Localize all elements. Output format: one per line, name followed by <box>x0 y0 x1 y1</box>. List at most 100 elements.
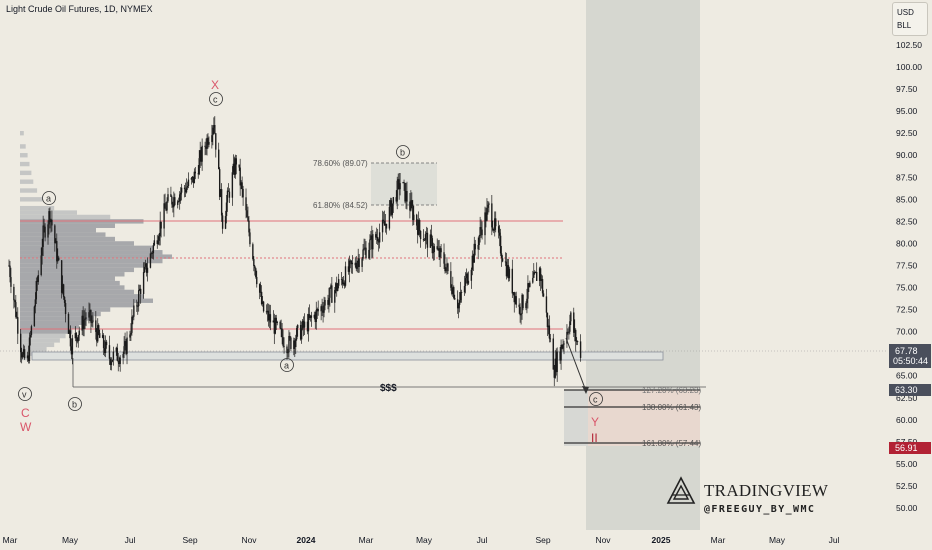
price-tick-label: 60.00 <box>896 415 918 425</box>
candle-body <box>576 341 579 343</box>
candle-body <box>102 335 105 349</box>
candle-body <box>451 287 453 294</box>
candle-body <box>413 214 415 221</box>
price-tick-label: 100.00 <box>896 62 922 72</box>
candle-body <box>301 320 304 329</box>
candle-body <box>35 280 38 300</box>
candle-body <box>466 273 469 284</box>
volume-profile-bar <box>20 329 73 334</box>
candle-body <box>212 127 214 136</box>
candle-body <box>136 305 138 307</box>
candle-body <box>13 286 15 301</box>
candle-body <box>405 191 407 202</box>
candle-body <box>131 316 133 333</box>
candle-body <box>316 308 318 310</box>
price-tick-label: 90.00 <box>896 150 918 160</box>
candle-body <box>320 306 322 312</box>
candle-body <box>328 297 330 305</box>
candle-body <box>439 248 441 258</box>
candle-body <box>554 358 556 378</box>
candle-body <box>308 314 311 318</box>
candle-body <box>75 332 78 338</box>
candle-body <box>488 203 490 205</box>
candle-body <box>344 266 347 286</box>
candle-body <box>240 182 242 186</box>
time-axis[interactable]: Mar May Jul Sep Nov 2024 Mar May Jul Sep Nov 2025 Ma… <box>3 535 840 545</box>
candle-body <box>411 200 413 207</box>
candle-body <box>90 310 92 323</box>
candle-body <box>519 306 521 316</box>
candle-body <box>165 208 167 211</box>
candle-body <box>568 331 570 333</box>
candle-body <box>313 314 316 318</box>
candle-body <box>92 320 94 323</box>
candle-body <box>8 265 10 267</box>
candle-body <box>522 294 524 309</box>
candle-body <box>246 210 248 218</box>
candle-body <box>104 341 107 353</box>
volume-profile-bar <box>20 294 144 299</box>
candle-body <box>275 317 277 324</box>
price-axis[interactable]: 102.50 100.00 97.50 95.00 92.50 90.00 87.50 85.… <box>896 40 922 513</box>
candle-body <box>286 346 288 354</box>
candle-body <box>573 312 575 333</box>
candle-body <box>315 309 317 323</box>
candle-body <box>84 318 86 320</box>
volume-profile-bar <box>20 272 125 277</box>
volume-profile-bar <box>20 285 125 290</box>
volume-profile-bar <box>20 170 32 176</box>
candle-body <box>294 340 296 348</box>
candle-body <box>259 291 262 293</box>
volume-profile-bar <box>20 161 30 167</box>
currency-selector[interactable]: USD BLL <box>892 2 928 36</box>
candle-body <box>457 304 460 309</box>
candle-body <box>515 296 517 305</box>
candle-body <box>398 179 400 190</box>
candle-body <box>197 173 199 175</box>
candle-body <box>392 197 395 204</box>
candle-body <box>138 290 140 307</box>
volume-profile-bar <box>20 280 120 286</box>
candle-body <box>83 319 85 330</box>
candle-body <box>115 347 117 352</box>
currency-unit: USD <box>897 8 914 17</box>
candle-body <box>417 219 420 235</box>
candle-body <box>540 279 543 281</box>
candle-body <box>491 203 493 228</box>
time-tick-label: Sep <box>535 535 550 545</box>
candle-body <box>207 137 209 145</box>
candle-body <box>265 311 268 313</box>
candle-body <box>85 317 87 319</box>
candle-body <box>150 253 153 255</box>
candle-body <box>43 225 45 227</box>
volume-profile-bar <box>20 214 111 220</box>
candle-body <box>81 315 83 331</box>
candle-body <box>323 305 325 313</box>
candle-body <box>20 333 22 353</box>
time-tick-label: Mar <box>359 535 374 545</box>
candle-body <box>535 272 537 273</box>
candle-body <box>253 259 255 267</box>
candle-body <box>317 308 319 312</box>
candle-body <box>559 351 561 361</box>
candle-body <box>506 265 509 277</box>
candle-body <box>78 330 80 336</box>
volume-profile-bar <box>20 254 172 259</box>
candle-body <box>103 348 106 353</box>
candle-body <box>479 227 481 237</box>
price-tick-label: 57.50 <box>896 437 918 447</box>
candle-body <box>293 340 295 349</box>
candle-body <box>109 358 112 366</box>
candle-body <box>219 189 222 197</box>
candle-body <box>266 310 269 313</box>
support-zone <box>31 351 664 361</box>
candle-body <box>437 248 439 250</box>
candle-body <box>26 355 29 359</box>
candle-body <box>343 282 346 286</box>
candle-body <box>533 272 535 278</box>
candle-body <box>282 337 284 346</box>
candle-body <box>71 338 74 355</box>
candle-body <box>218 149 220 170</box>
candle-body <box>566 331 568 344</box>
